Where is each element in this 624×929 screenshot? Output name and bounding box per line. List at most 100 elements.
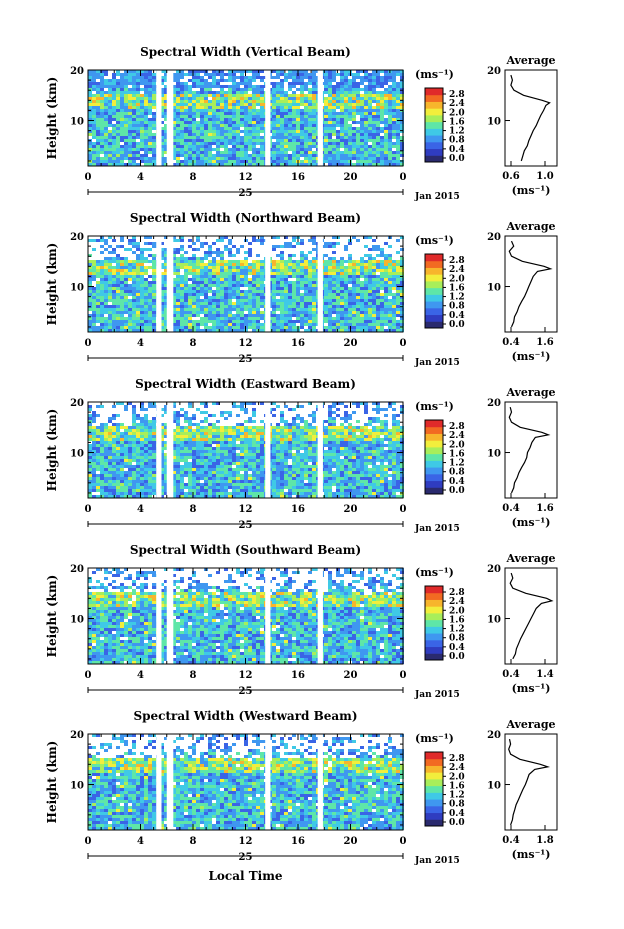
heatmap-cell [328, 130, 332, 133]
heatmap-cell [104, 127, 108, 130]
heatmap-cell [132, 82, 136, 85]
heatmap-cell [384, 314, 388, 317]
heatmap-cell [336, 121, 340, 124]
heatmap-cell [364, 145, 368, 148]
heatmap-cell [120, 317, 124, 320]
heatmap-cell [348, 88, 352, 91]
heatmap-cell [92, 260, 96, 263]
heatmap-cell [256, 302, 260, 305]
heatmap-cell [92, 429, 96, 432]
heatmap-cell [136, 281, 140, 284]
heatmap-cell [116, 82, 120, 85]
heatmap-cell [276, 88, 280, 91]
heatmap-cell [92, 136, 96, 139]
heatmap-cell [244, 130, 248, 133]
heatmap-cell [200, 145, 204, 148]
heatmap-cell [348, 94, 352, 97]
data-gap [167, 235, 174, 333]
heatmap-cell [232, 296, 236, 299]
heatmap-cell [212, 272, 216, 275]
heatmap-cell [100, 320, 104, 323]
heatmap-cell [176, 82, 180, 85]
heatmap-cell [120, 477, 124, 480]
heatmap-cell [96, 145, 100, 148]
heatmap-cell [328, 91, 332, 94]
heatmap-cell [88, 106, 92, 109]
heatmap-cell [384, 266, 388, 269]
heatmap-cell [100, 263, 104, 266]
heatmap-cell [328, 127, 332, 130]
colorbar-swatch [425, 281, 443, 288]
heatmap-cell [324, 121, 328, 124]
heatmap-cell [108, 287, 112, 290]
heatmap-cell [248, 314, 252, 317]
heatmap-cell [148, 124, 152, 127]
heatmap-cell [92, 248, 96, 251]
heatmap-cell [304, 287, 308, 290]
heatmap-cell [276, 85, 280, 88]
heatmap-cell [340, 94, 344, 97]
heatmap-cell [392, 308, 396, 311]
heatmap-cell [224, 142, 228, 145]
heatmap-cell [360, 109, 364, 112]
heatmap-cell [392, 296, 396, 299]
heatmap-cell [152, 278, 156, 281]
heatmap-cell [152, 317, 156, 320]
heatmap-cell [368, 290, 372, 293]
heatmap-cell [348, 82, 352, 85]
heatmap-cell [144, 100, 148, 103]
heatmap-cell [112, 151, 116, 154]
heatmap-cell [332, 326, 336, 329]
heatmap-cell [304, 317, 308, 320]
heatmap-cell [96, 299, 100, 302]
heatmap-cell [132, 127, 136, 130]
heatmap-cell [124, 483, 128, 486]
heatmap-cell [352, 136, 356, 139]
heatmap-cell [280, 85, 284, 88]
heatmap-cell [176, 293, 180, 296]
heatmap-cell [280, 106, 284, 109]
heatmap-cell [124, 474, 128, 477]
heatmap-cell [388, 323, 392, 326]
heatmap-cell [288, 326, 292, 329]
heatmap-cell [108, 275, 112, 278]
heatmap-cell [288, 323, 292, 326]
heatmap-cell [136, 284, 140, 287]
heatmap-cell [136, 127, 140, 130]
heatmap-cell [180, 76, 184, 79]
heatmap-cell [184, 148, 188, 151]
heatmap-cell [388, 278, 392, 281]
heatmap-cell [272, 275, 276, 278]
heatmap-cell [104, 121, 108, 124]
heatmap-cell [280, 79, 284, 82]
heatmap-cell [272, 314, 276, 317]
heatmap-cell [116, 145, 120, 148]
heatmap-cell [148, 314, 152, 317]
heatmap-cell [132, 136, 136, 139]
heatmap-cell [252, 290, 256, 293]
heatmap-cell [248, 317, 252, 320]
heatmap-cell [192, 151, 196, 154]
heatmap-cell [180, 106, 184, 109]
heatmap-cell [152, 136, 156, 139]
heatmap-cell [208, 103, 212, 106]
heatmap-cell [240, 266, 244, 269]
heatmap-cell [92, 100, 96, 103]
heatmap-cell [112, 112, 116, 115]
heatmap-cell [216, 127, 220, 130]
heatmap-cell [196, 287, 200, 290]
heatmap-cell [100, 97, 104, 100]
heatmap-cell [312, 127, 316, 130]
colorbar-swatch [425, 115, 443, 122]
heatmap-cell [272, 112, 276, 115]
heatmap-cell [372, 314, 376, 317]
heatmap-cell [348, 305, 352, 308]
heatmap-cell [272, 145, 276, 148]
heatmap-cell [96, 483, 100, 486]
heatmap-cell [284, 148, 288, 151]
heatmap-cell [324, 124, 328, 127]
heatmap-cell [112, 308, 116, 311]
heatmap-cell [372, 112, 376, 115]
heatmap-cell [124, 115, 128, 118]
heatmap-cell [136, 124, 140, 127]
